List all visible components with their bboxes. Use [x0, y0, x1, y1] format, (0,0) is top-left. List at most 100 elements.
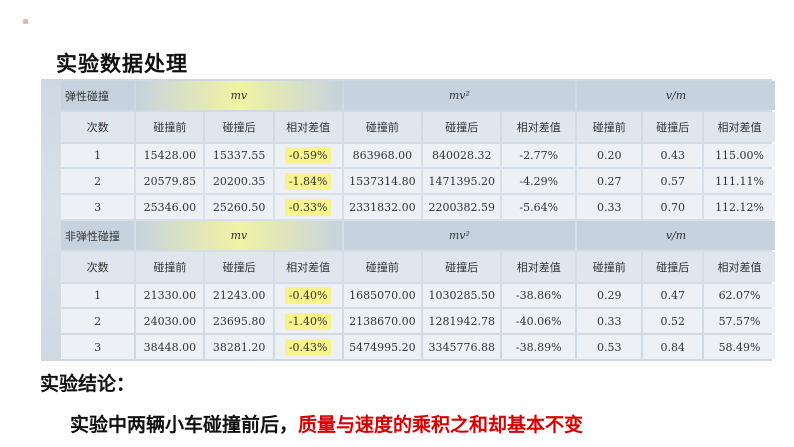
table-cell: 2138670.00 — [343, 309, 422, 334]
trial-number-cell: 2 — [61, 309, 135, 334]
quantity-group-header: mv² — [343, 81, 576, 111]
trial-number-cell: 1 — [61, 143, 135, 168]
trial-number-cell: 3 — [61, 195, 135, 219]
column-header: 碰撞后 — [423, 252, 501, 282]
table-cell: -0.33% — [274, 195, 342, 219]
conclusion-text-part2: 质量与速度的乘积之和却基本不变 — [298, 414, 584, 436]
table-cell: 24030.00 — [136, 309, 204, 334]
column-header: 相对差值 — [274, 252, 342, 282]
data-table: 弹性碰撞 mv mv² v/m 次数 碰撞前 碰撞后 相对差值 碰撞前 碰撞后 相对差值 碰撞前 碰撞后… — [59, 79, 777, 361]
table-cell: 21243.00 — [205, 283, 273, 308]
quantity-group-header: mv² — [343, 220, 576, 251]
highlighted-value: -0.43% — [284, 338, 332, 356]
table-cell: 0.33 — [577, 309, 642, 334]
column-header: 碰撞前 — [343, 112, 422, 142]
table-row: 3 38448.00 38281.20 -0.43% 5474995.20 3345776… — [61, 335, 775, 359]
column-header: 碰撞后 — [643, 252, 703, 282]
table-cell: 15337.55 — [205, 143, 273, 168]
table-row: 1 15428.00 15337.55 -0.59% 863968.00 840028.3… — [61, 143, 775, 168]
group-header-row: 弹性碰撞 mv mv² v/m — [61, 81, 775, 111]
table-cell: 25346.00 — [136, 195, 204, 219]
table-cell: 58.49% — [704, 335, 775, 359]
table-cell: 0.84 — [643, 335, 703, 359]
table-cell: 0.53 — [577, 335, 642, 359]
table-cell: 115.00% — [704, 143, 775, 168]
table-cell: -5.64% — [502, 195, 576, 219]
column-header: 碰撞后 — [643, 112, 703, 142]
table-cell: 0.70 — [643, 195, 703, 219]
table-cell: 62.07% — [704, 283, 775, 308]
table-cell: 25260.50 — [205, 195, 273, 219]
trial-number-cell: 3 — [61, 335, 135, 359]
column-header: 碰撞前 — [136, 252, 204, 282]
table-cell: 863968.00 — [343, 143, 422, 168]
column-header: 次数 — [61, 112, 135, 142]
table-cell: 3345776.88 — [423, 335, 501, 359]
table-row: 2 24030.00 23695.80 -1.40% 2138670.00 1281942… — [61, 309, 775, 334]
highlighted-value: -1.84% — [284, 172, 332, 190]
conclusion-text-part1: 实验中两辆小车碰撞前后， — [70, 414, 299, 436]
table-cell: -38.89% — [502, 335, 576, 359]
table-cell: -0.59% — [274, 143, 342, 168]
table-cell: 112.12% — [704, 195, 775, 219]
table-cell: 0.27 — [577, 169, 642, 194]
collision-type-label: 弹性碰撞 — [61, 81, 135, 111]
table-cell: 840028.32 — [423, 143, 501, 168]
column-header: 碰撞前 — [136, 112, 204, 142]
table-cell: 0.47 — [643, 283, 703, 308]
table-cell: 2200382.59 — [423, 195, 501, 219]
table-cell: 1537314.80 — [343, 169, 422, 194]
table-cell: 23695.80 — [205, 309, 273, 334]
column-header: 碰撞后 — [423, 112, 501, 142]
highlighted-value: -1.40% — [284, 312, 332, 330]
page-title: 实验数据处理 — [56, 52, 188, 76]
table-row: 3 25346.00 25260.50 -0.33% 2331832.00 2200382… — [61, 195, 775, 219]
highlighted-value: -0.33% — [284, 198, 332, 216]
highlighted-value: -0.59% — [284, 146, 332, 164]
quantity-group-header: mv — [136, 81, 342, 111]
table-cell: 0.20 — [577, 143, 642, 168]
table-cell: 1471395.20 — [423, 169, 501, 194]
trial-number-cell: 1 — [61, 283, 135, 308]
table-cell: -4.29% — [502, 169, 576, 194]
table-cell: 111.11% — [704, 169, 775, 194]
quantity-group-header: v/m — [577, 81, 775, 111]
column-header: 相对差值 — [704, 252, 775, 282]
table-cell: 0.33 — [577, 195, 642, 219]
table-cell: 57.57% — [704, 309, 775, 334]
table-cell: 0.43 — [643, 143, 703, 168]
table-cell: -38.86% — [502, 283, 576, 308]
conclusion-text: 实验中两辆小车碰撞前后，质量与速度的乘积之和却基本不变 — [70, 411, 583, 439]
column-header: 碰撞后 — [205, 112, 273, 142]
table-cell: 0.57 — [643, 169, 703, 194]
data-table-panel: 弹性碰撞 mv mv² v/m 次数 碰撞前 碰撞后 相对差值 碰撞前 碰撞后 相对差值 碰撞前 碰撞后… — [41, 79, 775, 361]
group-header-row: 非弹性碰撞 mv mv² v/m — [61, 220, 775, 251]
trial-number-cell: 2 — [61, 169, 135, 194]
column-header: 碰撞后 — [205, 252, 273, 282]
column-header-row: 次数 碰撞前 碰撞后 相对差值 碰撞前 碰撞后 相对差值 碰撞前 碰撞后 相对差值 — [61, 252, 775, 282]
table-cell: 20579.85 — [136, 169, 204, 194]
table-cell: 38448.00 — [136, 335, 204, 359]
column-header: 相对差值 — [502, 252, 576, 282]
highlighted-value: -0.40% — [284, 286, 332, 304]
table-cell: 1281942.78 — [423, 309, 501, 334]
quantity-group-header: mv — [136, 220, 342, 251]
table-cell: -2.77% — [502, 143, 576, 168]
table-cell: 0.52 — [643, 309, 703, 334]
table-cell: -1.40% — [274, 309, 342, 334]
table-cell: -0.40% — [274, 283, 342, 308]
column-header: 相对差值 — [274, 112, 342, 142]
table-row: 2 20579.85 20200.35 -1.84% 1537314.80 1471395… — [61, 169, 775, 194]
table-cell: -1.84% — [274, 169, 342, 194]
table-cell: 1030285.50 — [423, 283, 501, 308]
table-cell: 0.29 — [577, 283, 642, 308]
table-cell: 2331832.00 — [343, 195, 422, 219]
column-header: 碰撞前 — [343, 252, 422, 282]
column-header: 相对差值 — [502, 112, 576, 142]
table-cell: -0.43% — [274, 335, 342, 359]
table-cell: 15428.00 — [136, 143, 204, 168]
table-cell: 1685070.00 — [343, 283, 422, 308]
table-cell: 21330.00 — [136, 283, 204, 308]
quantity-group-header: v/m — [577, 220, 775, 251]
table-cell: 38281.20 — [205, 335, 273, 359]
